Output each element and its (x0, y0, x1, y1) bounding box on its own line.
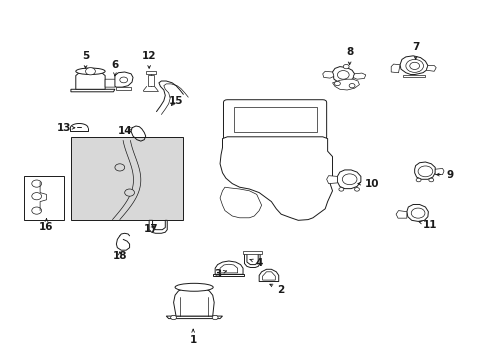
Circle shape (338, 188, 343, 191)
Text: 13: 13 (56, 123, 75, 133)
Polygon shape (149, 220, 167, 233)
Text: 10: 10 (357, 179, 378, 189)
Text: 16: 16 (39, 219, 54, 232)
Circle shape (337, 71, 348, 79)
Polygon shape (434, 168, 443, 175)
Circle shape (342, 174, 356, 185)
Text: 4: 4 (249, 258, 263, 268)
Text: 8: 8 (346, 47, 352, 65)
Circle shape (32, 207, 41, 214)
Bar (24, 176, 63, 220)
Circle shape (348, 84, 354, 88)
Circle shape (212, 315, 218, 320)
Polygon shape (259, 269, 278, 282)
Circle shape (343, 64, 348, 69)
Text: 7: 7 (411, 42, 419, 59)
Circle shape (32, 193, 41, 200)
Ellipse shape (76, 68, 105, 75)
Text: 14: 14 (117, 126, 132, 136)
Circle shape (405, 59, 423, 72)
Polygon shape (332, 67, 354, 83)
Polygon shape (426, 66, 435, 71)
Polygon shape (145, 71, 155, 74)
FancyBboxPatch shape (223, 100, 326, 140)
Text: 12: 12 (142, 51, 156, 68)
Circle shape (334, 81, 340, 86)
Polygon shape (166, 316, 222, 319)
Polygon shape (115, 72, 133, 87)
Polygon shape (243, 251, 261, 254)
Text: 3: 3 (214, 269, 226, 279)
Text: 15: 15 (168, 96, 183, 106)
Polygon shape (403, 75, 425, 77)
Polygon shape (220, 137, 332, 220)
Text: 9: 9 (436, 170, 452, 180)
Text: 1: 1 (189, 329, 196, 345)
Polygon shape (105, 79, 120, 87)
Polygon shape (390, 64, 399, 73)
Polygon shape (414, 162, 434, 179)
Polygon shape (220, 187, 261, 218)
Circle shape (32, 180, 41, 187)
Polygon shape (76, 71, 105, 89)
Circle shape (428, 178, 433, 182)
Text: 11: 11 (418, 220, 437, 230)
Circle shape (85, 68, 95, 75)
Circle shape (115, 164, 124, 171)
Circle shape (120, 77, 127, 83)
Bar (233, 107, 316, 132)
Circle shape (124, 189, 134, 196)
Polygon shape (337, 170, 360, 189)
Polygon shape (322, 71, 333, 78)
Circle shape (170, 315, 176, 320)
Circle shape (415, 178, 420, 182)
Polygon shape (395, 211, 406, 218)
Bar (71, 137, 183, 220)
Circle shape (409, 62, 419, 69)
Polygon shape (332, 79, 359, 90)
Polygon shape (147, 75, 153, 86)
Polygon shape (262, 272, 275, 280)
Polygon shape (212, 274, 244, 276)
Polygon shape (220, 264, 237, 273)
Circle shape (417, 166, 432, 177)
Circle shape (410, 208, 424, 218)
Polygon shape (173, 287, 214, 316)
Polygon shape (71, 89, 115, 92)
Text: 2: 2 (269, 284, 284, 295)
Polygon shape (244, 254, 260, 267)
Text: 17: 17 (144, 224, 159, 234)
Circle shape (354, 188, 359, 191)
Text: 5: 5 (82, 51, 89, 68)
Polygon shape (116, 87, 131, 90)
Polygon shape (215, 261, 243, 274)
Text: 6: 6 (111, 60, 118, 76)
Text: 18: 18 (112, 251, 127, 261)
Polygon shape (406, 204, 427, 221)
Polygon shape (326, 176, 337, 184)
Ellipse shape (175, 283, 213, 291)
Polygon shape (399, 56, 427, 75)
Polygon shape (352, 73, 365, 79)
